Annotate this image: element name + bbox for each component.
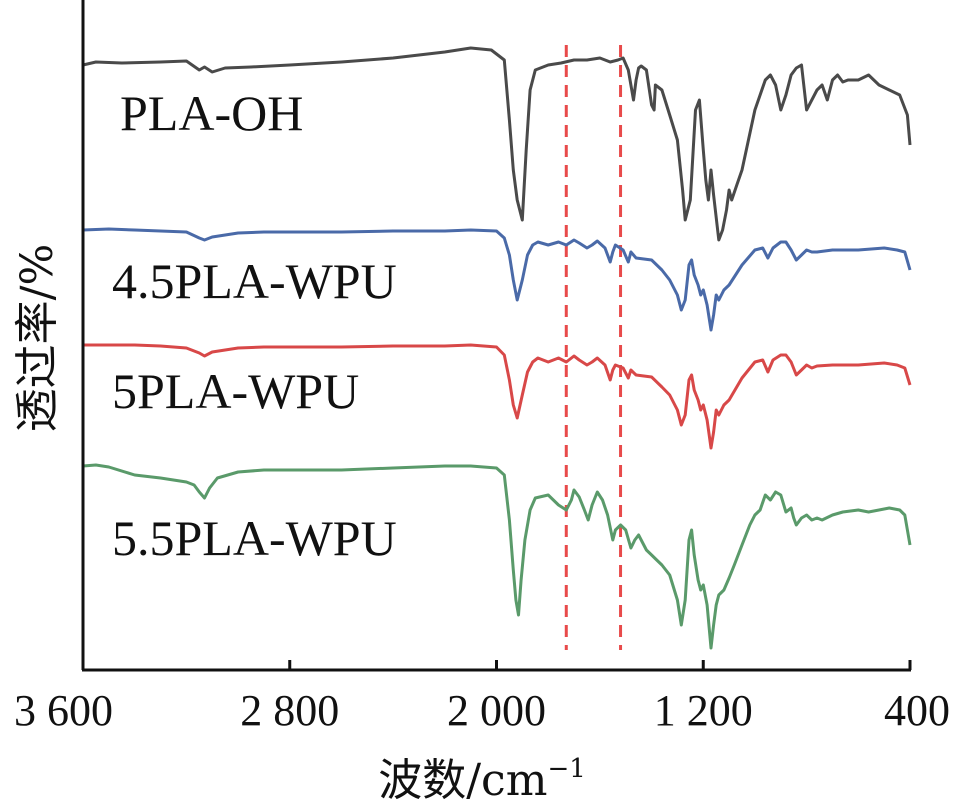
- x-tick-label-2800: 2 800: [240, 686, 339, 735]
- x-axis-title: 波数/cm−1: [378, 754, 586, 806]
- series-line-5pla-wpu: [83, 343, 912, 450]
- series-label-pla-oh: PLA-OH: [120, 85, 303, 141]
- series-line-5-5pla-wpu: [82, 463, 912, 650]
- series-line-4-5pla-wpu: [82, 227, 912, 332]
- x-tick-label-1200: 1 200: [654, 686, 753, 735]
- x-axis-title-text: 波数/cm: [378, 755, 547, 806]
- series-label-4-5pla-wpu: 4.5PLA-WPU: [112, 253, 397, 309]
- series-label-5-5pla-wpu: 5.5PLA-WPU: [112, 510, 397, 566]
- x-tick-label-3600: 3 600: [14, 686, 113, 735]
- series-label-5pla-wpu: 5PLA-WPU: [112, 363, 359, 419]
- x-axis-title-superscript: −1: [547, 754, 585, 784]
- series-lines: [82, 46, 912, 650]
- reference-lines: [564, 45, 623, 650]
- series-line-pla-oh: [82, 46, 912, 242]
- x-ticks: 3 600 2 800 2 000 1 200 400: [14, 660, 950, 735]
- x-tick-label-400: 400: [884, 686, 950, 735]
- x-tick-label-2000: 2 000: [447, 686, 546, 735]
- y-axis-title: 透过率/%: [12, 244, 63, 433]
